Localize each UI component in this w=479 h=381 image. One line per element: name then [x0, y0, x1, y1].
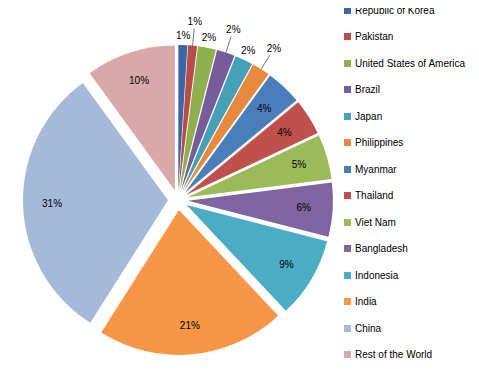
- html-text:Bangladesh: Bangladesh: [355, 243, 408, 254]
- svg-text:2%: 2%: [202, 32, 217, 43]
- svg-text:21%: 21%: [180, 320, 200, 331]
- html-text:Republic of Korea: Republic of Korea: [355, 4, 435, 16]
- svg-text:1%: 1%: [188, 16, 203, 27]
- html-text:Brazil: Brazil: [355, 84, 380, 95]
- html-text:Myanmar: Myanmar: [355, 163, 397, 175]
- html-text:Japan: Japan: [355, 110, 383, 122]
- svg-text:10%: 10%: [129, 75, 149, 86]
- svg-text:2%: 2%: [226, 24, 241, 35]
- html-text:India: India: [355, 296, 377, 307]
- svg-text:4%: 4%: [277, 127, 292, 138]
- html-text:United States of America: United States of America: [355, 57, 466, 69]
- svg-text:9%: 9%: [279, 259, 294, 270]
- html-text:Rest of the World: Rest of the World: [355, 349, 433, 360]
- svg-text:2%: 2%: [267, 43, 282, 54]
- html-text:China: China: [355, 322, 382, 334]
- svg-text:31%: 31%: [42, 198, 62, 209]
- svg-text:2%: 2%: [241, 45, 256, 56]
- svg-text:4%: 4%: [257, 103, 272, 114]
- svg-text:6%: 6%: [297, 202, 312, 213]
- html-text:Viet Nam: Viet Nam: [355, 216, 396, 228]
- html-text:Philippines: Philippines: [355, 137, 404, 148]
- html-text:Thailand: Thailand: [355, 190, 394, 201]
- svg-text:1%: 1%: [176, 30, 191, 41]
- html-text:Indonesia: Indonesia: [355, 269, 399, 281]
- svg-text:5%: 5%: [292, 159, 307, 170]
- html-text:Pakistan: Pakistan: [355, 31, 394, 42]
